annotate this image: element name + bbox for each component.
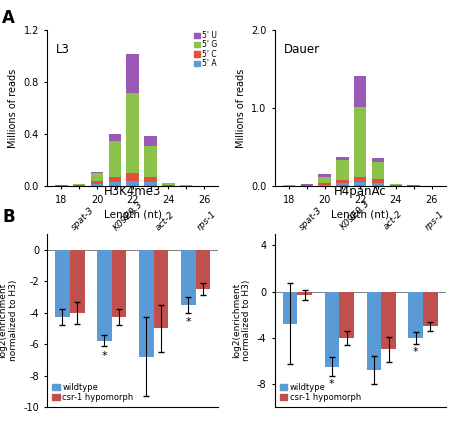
Bar [336, 157, 349, 161]
Y-axis label: Millions of reads: Millions of reads [236, 68, 246, 148]
Bar [319, 174, 331, 177]
Y-axis label: Millions of reads: Millions of reads [8, 68, 18, 148]
Bar [127, 173, 139, 181]
Text: *: * [101, 351, 107, 361]
Bar [55, 249, 70, 317]
Bar [154, 249, 168, 328]
Text: rps-1: rps-1 [423, 209, 446, 232]
Bar [139, 249, 154, 357]
Bar [109, 141, 121, 177]
Text: K09E9.3: K09E9.3 [339, 199, 372, 232]
Bar [297, 291, 312, 295]
Bar [390, 185, 402, 186]
Bar [319, 184, 331, 186]
Bar [91, 173, 103, 181]
Bar [354, 182, 366, 186]
Bar [70, 249, 84, 313]
Bar [109, 134, 121, 141]
Text: spat-3: spat-3 [297, 205, 324, 232]
Bar [196, 249, 210, 289]
Text: *: * [413, 347, 419, 357]
Bar [423, 291, 438, 326]
X-axis label: Length (nt): Length (nt) [331, 210, 389, 220]
Legend: wildtype, csr-1 hypomorph: wildtype, csr-1 hypomorph [49, 380, 137, 405]
Bar [91, 172, 103, 173]
Bar [372, 158, 384, 162]
Bar [390, 184, 402, 185]
Text: *: * [329, 379, 335, 389]
Bar [127, 54, 139, 93]
Bar [325, 291, 339, 367]
Bar [112, 249, 127, 317]
Text: Dauer: Dauer [283, 43, 319, 56]
Bar [127, 181, 139, 186]
Bar [91, 181, 103, 184]
Text: A: A [2, 9, 15, 27]
Bar [162, 185, 174, 186]
Bar [144, 177, 157, 182]
Bar [144, 182, 157, 186]
Bar [336, 161, 349, 180]
Bar [91, 184, 103, 186]
Bar [162, 183, 174, 184]
Y-axis label: log2(enrichment
normalized to H3): log2(enrichment normalized to H3) [232, 280, 251, 361]
Bar [372, 162, 384, 179]
Bar [144, 136, 157, 146]
Text: K09E9.3: K09E9.3 [112, 199, 145, 232]
Text: act-2: act-2 [154, 210, 176, 232]
Bar [372, 183, 384, 186]
Text: act-2: act-2 [381, 209, 404, 232]
Bar [109, 177, 121, 182]
Bar [73, 184, 85, 185]
Bar [319, 177, 331, 183]
X-axis label: Length (nt): Length (nt) [104, 210, 162, 220]
Bar [109, 182, 121, 186]
Text: rps-1: rps-1 [196, 210, 219, 232]
Bar [336, 180, 349, 183]
Bar [162, 184, 174, 185]
Bar [381, 291, 396, 349]
Text: spat-3: spat-3 [70, 206, 96, 232]
Bar [283, 291, 297, 324]
Bar [366, 291, 381, 370]
Bar [301, 184, 313, 185]
Text: B: B [2, 208, 15, 226]
Bar [354, 75, 366, 107]
Bar [97, 249, 112, 341]
Bar [409, 291, 423, 338]
Bar [127, 93, 139, 173]
Bar [181, 249, 196, 305]
Bar [354, 107, 366, 177]
Bar [372, 179, 384, 183]
Title: H4panAc: H4panAc [334, 185, 387, 198]
Bar [336, 183, 349, 186]
Title: H3K4me3: H3K4me3 [104, 185, 162, 198]
Bar [144, 146, 157, 177]
Y-axis label: log2(enrichment
normalized to H3): log2(enrichment normalized to H3) [0, 280, 18, 361]
Legend: 5' U, 5' G, 5' C, 5' A: 5' U, 5' G, 5' C, 5' A [193, 31, 217, 68]
Bar [319, 183, 331, 184]
Legend: wildtype, csr-1 hypomorph: wildtype, csr-1 hypomorph [277, 380, 365, 405]
Text: *: * [185, 317, 191, 327]
Bar [339, 291, 354, 338]
Text: L3: L3 [56, 43, 70, 56]
Bar [354, 177, 366, 182]
Bar [73, 185, 85, 186]
